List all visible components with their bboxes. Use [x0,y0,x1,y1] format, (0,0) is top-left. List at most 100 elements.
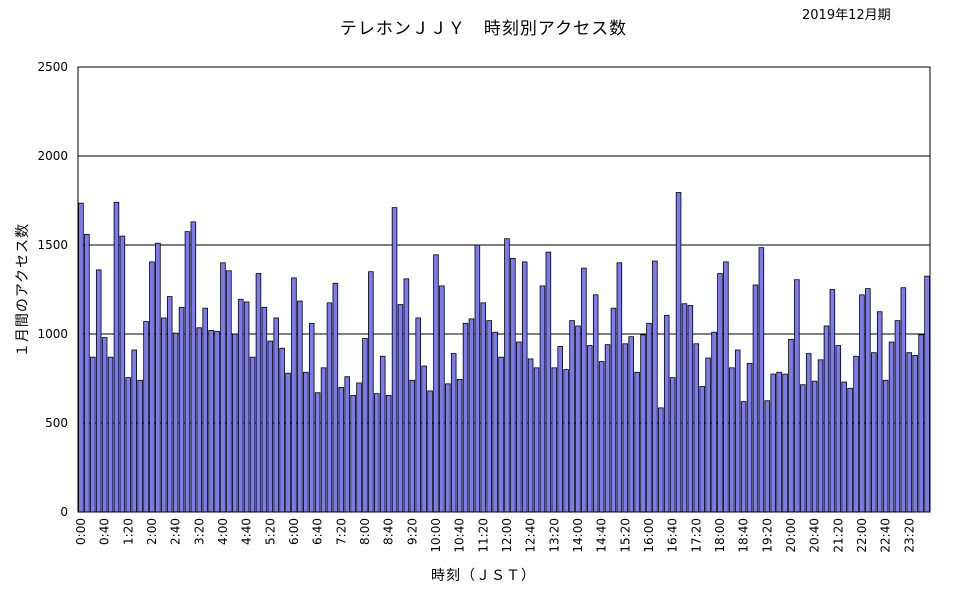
bar [320,367,327,513]
bar [758,247,765,513]
x-tick-label: 22:00 [855,518,869,553]
bar [303,371,309,513]
x-tick-label: 16:00 [642,518,656,553]
bar [587,345,593,513]
bar [681,303,688,513]
bar [492,331,498,513]
bar [243,301,250,513]
bar [569,320,575,513]
x-tick-label: 1:20 [121,518,135,545]
x-tick-label: 11:20 [476,518,490,553]
bar [788,338,794,513]
bar [510,257,516,513]
bar [871,352,877,513]
bar [817,359,824,513]
bar [794,279,800,513]
bar [285,372,291,513]
plot-frame [77,66,931,513]
bar [308,322,315,513]
x-tick-label: 2:40 [169,518,183,545]
bar [705,357,711,513]
bar [403,278,410,513]
bar [113,201,120,513]
bar [190,221,197,513]
x-tick-label: 0:00 [74,518,88,545]
plot-area [78,67,930,512]
bar [865,288,871,513]
bar [137,379,143,513]
bar [338,386,345,513]
period-label: 2019年12月期 [802,8,891,23]
x-tick-label: 16:40 [666,518,680,553]
bar [379,355,386,513]
bar [888,341,895,513]
x-tick-label: 6:00 [287,518,301,545]
bar [84,233,90,513]
bar [397,304,404,513]
bar [356,382,362,513]
bar [131,349,137,513]
bar [350,395,356,513]
bar [362,338,368,513]
bar [616,262,623,513]
bar [622,343,629,513]
bar [729,367,735,513]
bar [711,331,717,513]
bar [918,334,924,513]
bar [746,362,753,513]
x-tick-label: 22:40 [879,518,893,553]
bar [474,244,481,513]
x-tick-label: 18:00 [713,518,727,553]
bar [900,287,907,513]
bar [504,238,510,513]
bar [693,343,700,513]
bar [456,378,463,513]
x-axis-label: 時刻（ＪＳＴ） [431,568,536,584]
x-tick-label: 14:00 [571,518,585,553]
bar [445,383,451,513]
x-tick-label: 17:20 [689,518,703,553]
x-tick-label: 8:40 [382,518,396,545]
x-tick-label: 21:20 [831,518,845,553]
bar [557,346,563,513]
y-tick-label: 0 [60,505,68,519]
x-tick-label: 14:40 [595,518,609,553]
bar [214,330,220,513]
bar [847,387,853,513]
bar [172,332,179,513]
bar [226,270,232,513]
x-tick-label: 4:00 [216,518,230,545]
y-tick-label: 2500 [37,60,68,74]
bar [734,349,741,513]
bar [770,373,776,513]
bar [717,273,723,513]
bar [835,345,842,513]
bar [107,356,114,513]
bar [575,325,581,513]
bar [486,320,492,513]
bar [823,325,830,513]
x-tick-label: 8:00 [358,518,372,545]
bar [841,381,847,513]
bar [634,371,640,513]
bar [539,285,546,513]
bar [581,267,587,513]
bar [344,376,350,513]
bar [374,393,380,513]
bar [368,271,374,513]
bar [592,294,599,513]
x-tick-label: 9:20 [405,518,419,545]
bar [829,289,836,513]
bar [161,317,167,513]
bar [498,356,504,513]
bar [906,352,913,513]
bar [805,353,812,513]
bar [415,317,421,513]
x-tick-label: 3:20 [192,518,206,545]
bar [297,300,303,513]
bar [450,353,457,513]
x-tick-label: 4:40 [240,518,254,545]
bar [332,282,339,513]
bar [669,377,676,513]
bar [912,354,918,513]
